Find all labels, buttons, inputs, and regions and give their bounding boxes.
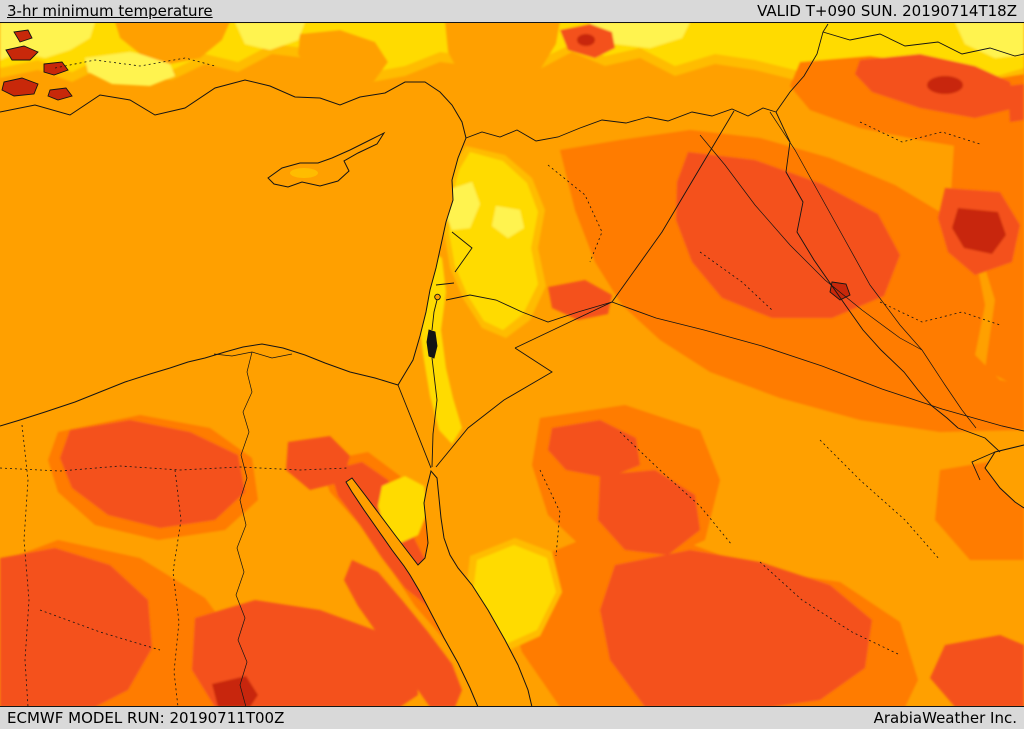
nile-delta-branch (251, 351, 293, 359)
border-line (397, 384, 432, 469)
temp-region (235, 22, 305, 50)
model-run-label: ECMWF MODEL RUN: 20190711T00Z (7, 709, 285, 727)
temp-region (492, 206, 524, 238)
frame-bottom (0, 706, 1024, 707)
temp-region (590, 22, 690, 48)
island (5, 45, 39, 61)
brand-label: ArabiaWeather Inc. (873, 709, 1017, 727)
border-line (822, 31, 1024, 57)
temp-region (1008, 84, 1024, 130)
dotted-boundary (0, 465, 349, 472)
shatt-river (921, 349, 977, 429)
sea-of-galilee (434, 293, 441, 301)
border-line (465, 107, 777, 142)
temp-region (955, 22, 1024, 58)
euphrates-river (699, 134, 923, 351)
dotted-boundary (539, 469, 561, 557)
tigris-river (769, 111, 923, 351)
dotted-boundary (819, 439, 941, 561)
temp-region (290, 168, 318, 178)
island (43, 61, 69, 76)
border-line (431, 357, 438, 468)
coastline (345, 469, 533, 707)
dotted-boundary (21, 424, 30, 707)
coastline (984, 444, 1024, 509)
temp-region (60, 420, 245, 528)
frame-top (0, 22, 1024, 23)
temp-region (577, 34, 595, 46)
border-line (775, 111, 959, 429)
temp-region (927, 76, 963, 94)
temp-region (378, 476, 428, 544)
country-borders (397, 23, 1024, 481)
border-line (971, 451, 996, 481)
border-line (435, 282, 455, 286)
temp-region (286, 436, 350, 490)
temp-region (598, 470, 700, 555)
coastline (267, 131, 386, 188)
admin-boundaries (0, 57, 1001, 707)
dotted-boundary (39, 609, 161, 651)
coastlines (0, 79, 1024, 707)
dotted-boundary (759, 561, 901, 656)
lake (829, 281, 851, 301)
temp-region (418, 252, 462, 444)
nile-river (235, 351, 253, 707)
border-line (445, 294, 613, 323)
mediterranean-sea (0, 80, 466, 426)
border-line (611, 301, 1024, 432)
border-line (435, 347, 553, 468)
border-line (451, 231, 473, 273)
island (1, 77, 39, 97)
temp-region (676, 152, 900, 318)
temp-region (0, 548, 152, 707)
dotted-boundary (54, 57, 216, 69)
temperature-map (0, 22, 1024, 707)
map-header: 3-hr minimum temperature VALID T+090 SUN… (0, 0, 1024, 22)
temp-region (115, 22, 230, 64)
dotted-boundary (172, 469, 182, 707)
map-frame (0, 22, 1024, 707)
rivers (213, 111, 977, 707)
islands-and-lakes (1, 29, 851, 359)
temp-region (548, 420, 640, 478)
coastline (0, 79, 467, 427)
border-line (514, 301, 613, 349)
water-bodies (0, 80, 1024, 707)
temp-region (298, 30, 388, 90)
temp-region (85, 52, 175, 86)
persian-gulf (985, 445, 1024, 508)
temp-region (344, 560, 462, 707)
border-line (431, 299, 438, 331)
temp-region (445, 22, 560, 92)
dotted-boundary (699, 251, 773, 311)
weather-map-canvas (0, 22, 1024, 707)
island (13, 29, 33, 43)
island (47, 87, 73, 101)
border-line (957, 427, 1001, 453)
page-title: 3-hr minimum temperature (7, 2, 213, 20)
temp-region (600, 550, 872, 707)
border-line (611, 110, 735, 303)
dead-sea (426, 329, 438, 359)
temp-region (212, 676, 258, 707)
temp-region (952, 208, 1006, 254)
border-line (775, 23, 829, 113)
map-footer: ECMWF MODEL RUN: 20190711T00Z ArabiaWeat… (0, 707, 1024, 729)
nile-delta-branch (213, 351, 253, 357)
temp-region (930, 635, 1024, 707)
valid-time-label: VALID T+090 SUN. 20190714T18Z (757, 2, 1017, 20)
red-sea (346, 471, 532, 707)
temperature-field (0, 22, 1024, 707)
